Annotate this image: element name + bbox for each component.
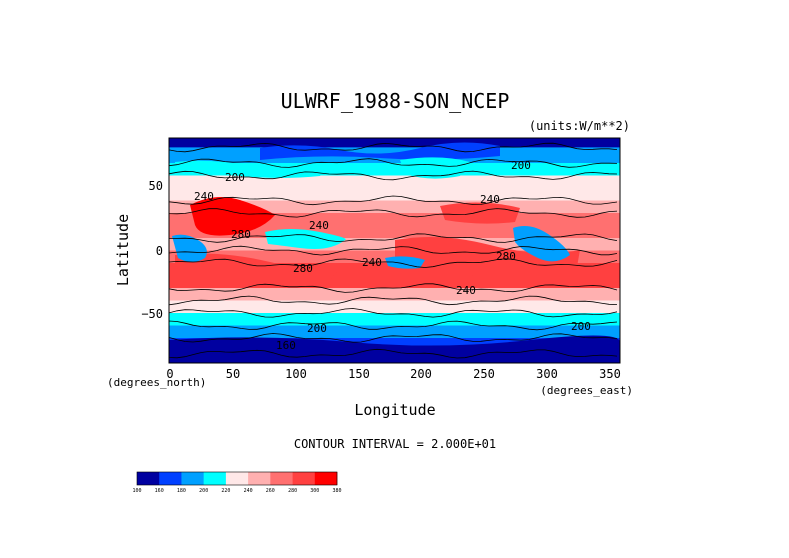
plot-area <box>169 138 620 363</box>
colorbar-swatch <box>225 472 249 485</box>
y-tick-label: −50 <box>141 307 163 321</box>
south-atlantic-red-patch <box>395 236 580 281</box>
latitude-band <box>169 300 620 314</box>
contour-line <box>169 142 618 153</box>
x-tick-label: 250 <box>473 367 495 381</box>
x-tick-label: 300 <box>536 367 558 381</box>
contour-lines <box>169 142 618 359</box>
contour-line <box>169 333 618 343</box>
contour-line <box>169 283 618 293</box>
asia-blue-patch <box>400 157 470 179</box>
colorbar-tick-label: 220 <box>221 488 230 494</box>
africa-convection-patch <box>172 234 207 262</box>
contour-label: 280 <box>293 262 313 275</box>
x-tick-label: 0 <box>166 367 173 381</box>
colorbar-swatch <box>292 472 316 485</box>
colorbar-tick-label: 280 <box>288 488 297 494</box>
y-tick-label: 0 <box>156 244 163 258</box>
colorbar-swatch <box>248 472 271 485</box>
latitude-band <box>169 313 620 327</box>
contour-label: 200 <box>511 159 531 172</box>
latitude-band <box>169 138 620 148</box>
sahara-red-patch <box>190 196 275 236</box>
x-tick-label: 50 <box>226 367 240 381</box>
contour-line <box>169 245 618 256</box>
contour-labels: 200 200 240 240 240 280 280 280 240 240 … <box>194 159 591 352</box>
latitude-band <box>169 325 620 339</box>
contour-label: 200 <box>225 171 245 184</box>
y-unit-note: (degrees_north) <box>107 376 206 389</box>
contour-line <box>169 348 618 359</box>
latitude-band <box>169 188 620 202</box>
colorbar-tick-label: 260 <box>266 488 275 494</box>
pacific-red-patch <box>440 202 520 224</box>
colorbar-swatch <box>181 472 204 485</box>
contour-label: 280 <box>496 250 516 263</box>
contour-line <box>169 295 618 306</box>
contour-line <box>169 195 618 206</box>
colorbar-swatch <box>314 472 338 485</box>
contour-label: 200 <box>571 320 591 333</box>
contour-label: 280 <box>231 228 251 241</box>
contour-label: 240 <box>456 284 476 297</box>
colorbar-tick-label: 380 <box>332 488 341 494</box>
x-tick-label: 350 <box>599 367 621 381</box>
colorbar-swatch <box>137 472 160 485</box>
contour-line <box>169 170 618 181</box>
contour-patches <box>169 142 620 363</box>
colorbar-tick-label: 100 <box>132 488 141 494</box>
colorbar-tick-label: 300 <box>310 488 319 494</box>
amazon-convection-patch <box>513 226 570 262</box>
colorbar-swatch <box>159 472 182 485</box>
x-tick-label: 100 <box>285 367 307 381</box>
x-axis-label: Longitude <box>354 401 435 419</box>
x-axis: 0 50 100 150 200 250 300 350 (degrees_ea… <box>166 367 633 419</box>
y-tick-label: 50 <box>149 179 163 193</box>
north-america-blue-patch <box>175 160 330 178</box>
plot-frame <box>168 137 621 364</box>
latitude-band <box>169 175 620 189</box>
south-pacific-red-patch <box>175 253 340 283</box>
contour-label: 240 <box>480 193 500 206</box>
contour-line <box>169 208 618 218</box>
contour-line <box>169 233 618 243</box>
chart-title: ULWRF_1988-SON_NCEP <box>281 89 510 113</box>
contour-line <box>169 158 618 168</box>
contour-label: 240 <box>194 190 214 203</box>
colorbar-frame <box>136 471 338 486</box>
contour-label: 240 <box>309 219 329 232</box>
contour-line <box>169 308 618 318</box>
units-label: (units:W/m**2) <box>529 119 630 133</box>
pacific-itcz-patch <box>385 256 425 269</box>
contour-label: 200 <box>307 322 327 335</box>
colorbar-swatch <box>270 472 293 485</box>
y-axis-label: Latitude <box>114 214 132 286</box>
indonesia-convection-patch <box>265 229 346 249</box>
y-axis: 50 0 −50 (degrees_north) Latitude <box>107 179 206 389</box>
contour-label: 240 <box>362 256 382 269</box>
colorbar-swatch <box>203 472 227 485</box>
contour-label: 160 <box>276 339 296 352</box>
contour-line <box>169 258 618 268</box>
contour-line <box>169 320 618 331</box>
antarctic-cold-patch <box>169 335 620 363</box>
colorbar-tick-label: 240 <box>244 488 253 494</box>
colorbar: 100 160 180 200 220 240 260 280 300 380 <box>132 471 342 494</box>
contour-interval-note: CONTOUR INTERVAL = 2.000E+01 <box>294 437 496 451</box>
x-tick-label: 200 <box>410 367 432 381</box>
x-tick-label: 150 <box>348 367 370 381</box>
colorbar-tick-label: 200 <box>199 488 208 494</box>
colorbar-tick-label: 160 <box>155 488 164 494</box>
x-unit-note: (degrees_east) <box>540 384 633 397</box>
colorbar-tick-label: 180 <box>177 488 186 494</box>
